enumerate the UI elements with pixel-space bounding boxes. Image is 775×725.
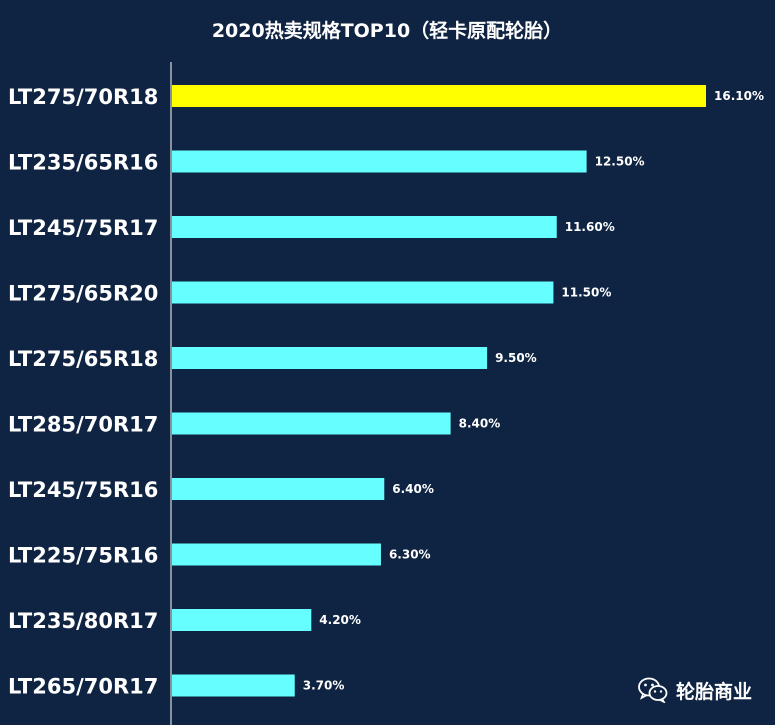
value-label: 8.40%	[459, 417, 501, 431]
bar-7	[172, 543, 381, 566]
value-label: 12.50%	[595, 155, 645, 169]
bar-6	[172, 478, 385, 500]
bar-4	[172, 347, 488, 369]
category-label: LT275/70R18	[8, 85, 158, 109]
chart-title: 2020热卖规格TOP10（轻卡原配轮胎）	[212, 19, 562, 42]
category-label: LT265/70R17	[8, 675, 158, 699]
category-label: LT245/75R16	[8, 478, 158, 502]
category-label: LT225/75R16	[8, 544, 158, 568]
category-label: LT235/65R16	[8, 151, 158, 175]
bar-8	[172, 609, 312, 631]
bar-1	[172, 150, 587, 173]
value-label: 4.20%	[319, 613, 361, 627]
bar-9	[172, 674, 295, 697]
value-label: 3.70%	[303, 679, 345, 693]
bar-0	[172, 85, 706, 107]
value-labels-group: 16.10% 12.50% 11.60% 11.50% 9.50% 8.40% 6.40% 6…	[303, 89, 764, 693]
bar-3	[172, 281, 554, 304]
value-label: 6.30%	[389, 548, 431, 562]
wechat-icon	[638, 677, 668, 703]
value-label: 11.50%	[561, 286, 611, 300]
bar-2	[172, 216, 557, 238]
category-label: LT285/70R17	[8, 413, 158, 437]
category-label: LT275/65R20	[8, 282, 158, 306]
category-label: LT235/80R17	[8, 609, 158, 633]
bars-group	[172, 85, 706, 697]
value-label: 16.10%	[714, 89, 764, 103]
value-label: 6.40%	[392, 482, 434, 496]
bar-5	[172, 412, 451, 435]
category-label: LT275/65R18	[8, 347, 158, 371]
watermark: 轮胎商业	[638, 674, 752, 706]
category-labels-group: LT275/70R18 LT235/65R16 LT245/75R17 LT275/6…	[8, 85, 158, 699]
value-label: 11.60%	[565, 220, 615, 234]
category-label: LT245/75R17	[8, 216, 158, 240]
watermark-text: 轮胎商业	[676, 680, 753, 703]
value-label: 9.50%	[495, 351, 537, 365]
